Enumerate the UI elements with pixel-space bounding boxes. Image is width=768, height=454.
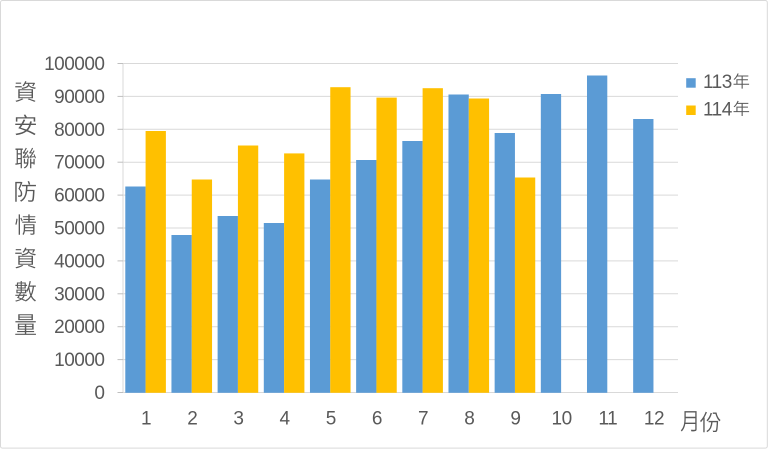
svg-text:7: 7 (418, 408, 428, 429)
svg-text:12: 12 (644, 408, 664, 429)
svg-text:4: 4 (280, 408, 291, 429)
svg-text:0: 0 (94, 383, 104, 404)
svg-text:8: 8 (464, 408, 474, 429)
svg-text:3: 3 (233, 408, 243, 429)
svg-text:10: 10 (552, 408, 572, 429)
svg-text:11: 11 (598, 408, 617, 429)
svg-text:60000: 60000 (54, 186, 104, 207)
svg-text:6: 6 (372, 408, 382, 429)
svg-text:20000: 20000 (54, 317, 104, 338)
svg-text:1: 1 (141, 408, 151, 429)
svg-text:30000: 30000 (54, 284, 104, 305)
svg-text:50000: 50000 (54, 219, 104, 240)
svg-text:2: 2 (187, 408, 197, 429)
svg-text:5: 5 (326, 408, 336, 429)
svg-text:70000: 70000 (54, 153, 104, 174)
svg-text:100000: 100000 (44, 54, 104, 75)
svg-text:9: 9 (510, 408, 520, 429)
svg-text:113: 113 (703, 72, 732, 93)
svg-text:10000: 10000 (54, 350, 104, 371)
svg-text:80000: 80000 (54, 120, 104, 141)
svg-text:90000: 90000 (54, 87, 104, 108)
svg-text:40000: 40000 (54, 251, 104, 272)
svg-text:114: 114 (703, 99, 733, 120)
